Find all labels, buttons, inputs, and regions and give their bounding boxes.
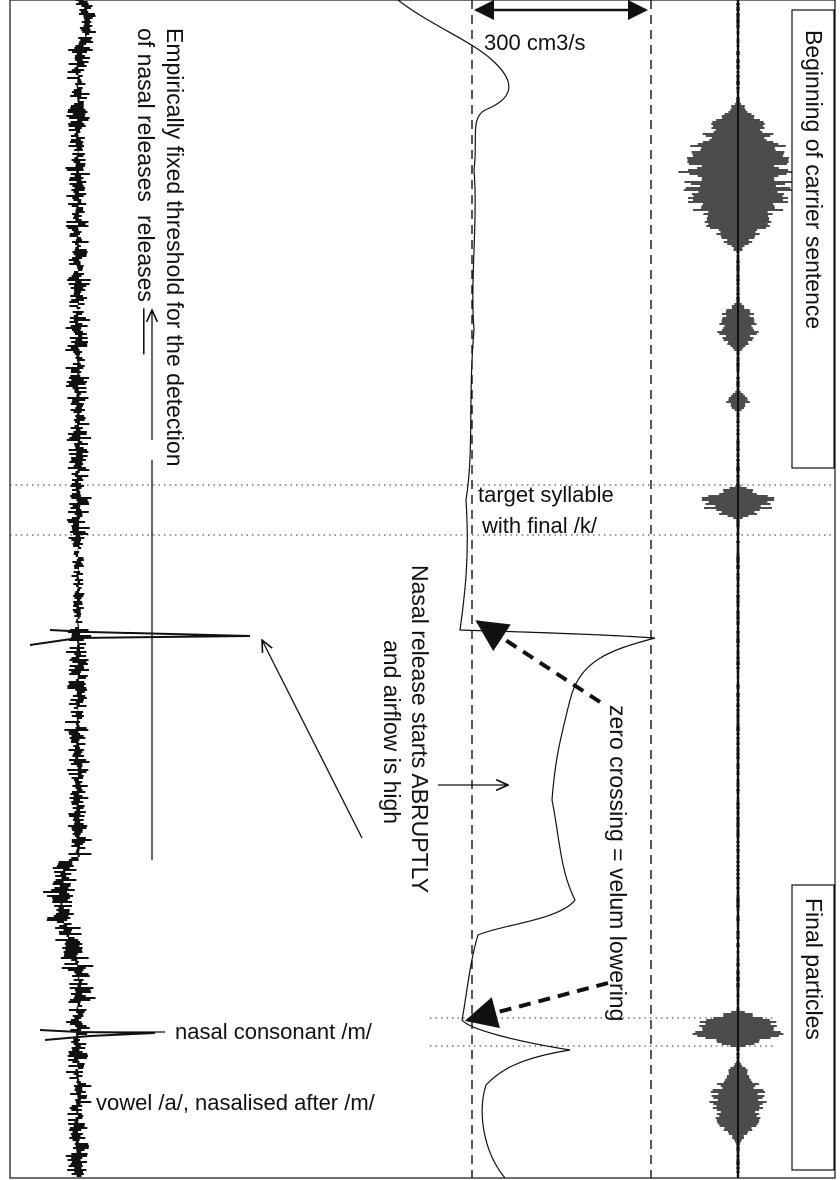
target-syllable-line2: with final /k/ <box>481 513 598 538</box>
nasal-acoustic-waveform <box>43 0 96 1177</box>
beginning-label-box <box>791 9 835 469</box>
figure-frame <box>9 0 836 1179</box>
oral-acoustic-waveform <box>678 0 798 1177</box>
target-syllable-line1: target syllable <box>478 482 614 507</box>
nasal-release-arrow-to-peak <box>262 640 363 839</box>
nasal-release-line2: and airflow is high <box>379 640 405 824</box>
vowel-label: vowel /a/, nasalised after /m/ <box>96 1090 376 1115</box>
final-particles-box <box>791 884 835 1171</box>
threshold-label-line3: releases —— <box>133 215 159 354</box>
threshold-label-line1: Empirically fixed threshold for the dete… <box>162 28 188 467</box>
nasal-consonant-label: nasal consonant /m/ <box>175 1019 373 1044</box>
nasal-airflow-curve <box>397 0 656 1179</box>
oral-acoustic-trace <box>678 0 798 1178</box>
threshold-label-line2: of nasal releases <box>133 28 159 202</box>
flow-scale-label: 300 cm3/s <box>484 30 586 55</box>
zero-crossing-label: zero crossing = velum lowering <box>605 705 631 1021</box>
beginning-label: Beginning of carrier sentence <box>801 30 827 329</box>
nasal-acoustic-trace <box>29 0 251 1177</box>
zero-crossing-arrow-lower <box>464 981 609 1029</box>
nasal-release-spike <box>29 629 251 1041</box>
zero-crossing-arrow-upper <box>475 620 602 704</box>
final-particles-label: Final particles <box>801 898 827 1040</box>
nasal-release-line1: Nasal release starts ABRUPTLY <box>407 565 433 893</box>
